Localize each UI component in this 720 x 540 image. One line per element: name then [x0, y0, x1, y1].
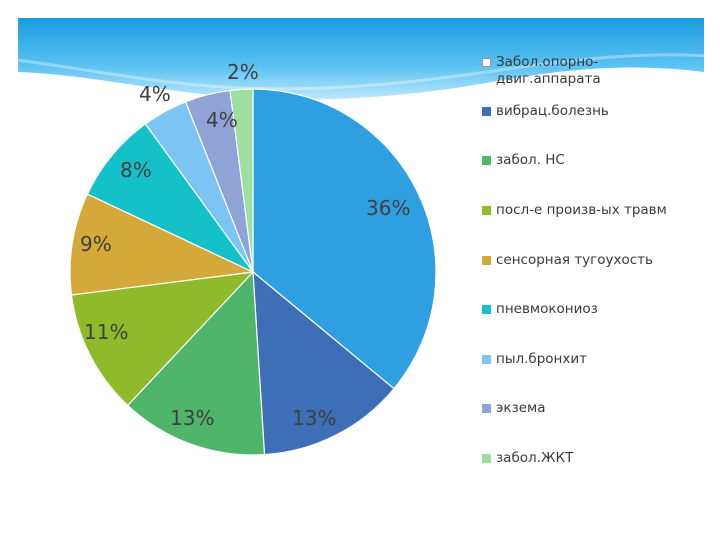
legend-item-1: Забол.опорно-двиг.аппарата — [482, 54, 636, 88]
pie-slice-5 — [69, 193, 256, 296]
data-label-4: 11% — [84, 320, 129, 344]
legend-label: вибрац.болезнь — [496, 103, 609, 119]
legend-label: пневмокониоз — [496, 301, 598, 317]
legend-item-5: сенсорная тугоухость — [482, 252, 653, 269]
legend-swatch — [482, 58, 491, 67]
header-wave-decoration — [18, 18, 704, 100]
pie-slice-6 — [86, 123, 254, 273]
legend-label: забол.ЖКТ — [496, 450, 574, 466]
legend-swatch — [482, 206, 491, 215]
pie-slice-3 — [126, 270, 266, 456]
data-label-8: 4% — [206, 108, 238, 132]
data-label-1: 36% — [366, 196, 411, 220]
legend-item-6: пневмокониоз — [482, 301, 598, 318]
pie-chart — [69, 88, 437, 456]
header-wave-highlight — [17, 53, 705, 91]
pie-slice-1 — [252, 88, 437, 390]
legend-label: Забол.опорно-двиг.аппарата — [496, 54, 601, 87]
legend-item-2: вибрац.болезнь — [482, 103, 609, 120]
legend-label: забол. НС — [496, 152, 565, 168]
legend-label: пыл.бронхит — [496, 351, 588, 367]
legend-swatch — [482, 156, 491, 165]
legend-label: экзема — [496, 400, 546, 416]
data-label-3: 13% — [170, 406, 215, 430]
data-label-5: 9% — [80, 232, 112, 256]
legend-item-3: забол. НС — [482, 152, 565, 169]
legend-item-8: экзема — [482, 400, 546, 417]
pie-slice-2 — [252, 270, 395, 456]
data-label-7: 4% — [139, 82, 171, 106]
legend-label: сенсорная тугоухость — [496, 252, 654, 268]
legend-item-4: посл-е произв-ых травм — [482, 202, 667, 219]
data-label-9: 2% — [227, 60, 259, 84]
legend-swatch — [482, 404, 491, 413]
legend-swatch — [482, 256, 491, 265]
data-label-6: 8% — [120, 158, 152, 182]
pie-slice-4 — [70, 271, 255, 407]
legend-item-7: пыл.бронхит — [482, 351, 587, 368]
legend-swatch — [482, 355, 491, 364]
legend-label: посл-е произв-ых травм — [496, 202, 667, 218]
legend-item-9: забол.ЖКТ — [482, 450, 573, 467]
legend-swatch — [482, 305, 491, 314]
pie-slice-9 — [229, 88, 254, 273]
legend-swatch — [482, 107, 491, 116]
data-label-2: 13% — [292, 406, 337, 430]
legend-swatch — [482, 454, 491, 463]
